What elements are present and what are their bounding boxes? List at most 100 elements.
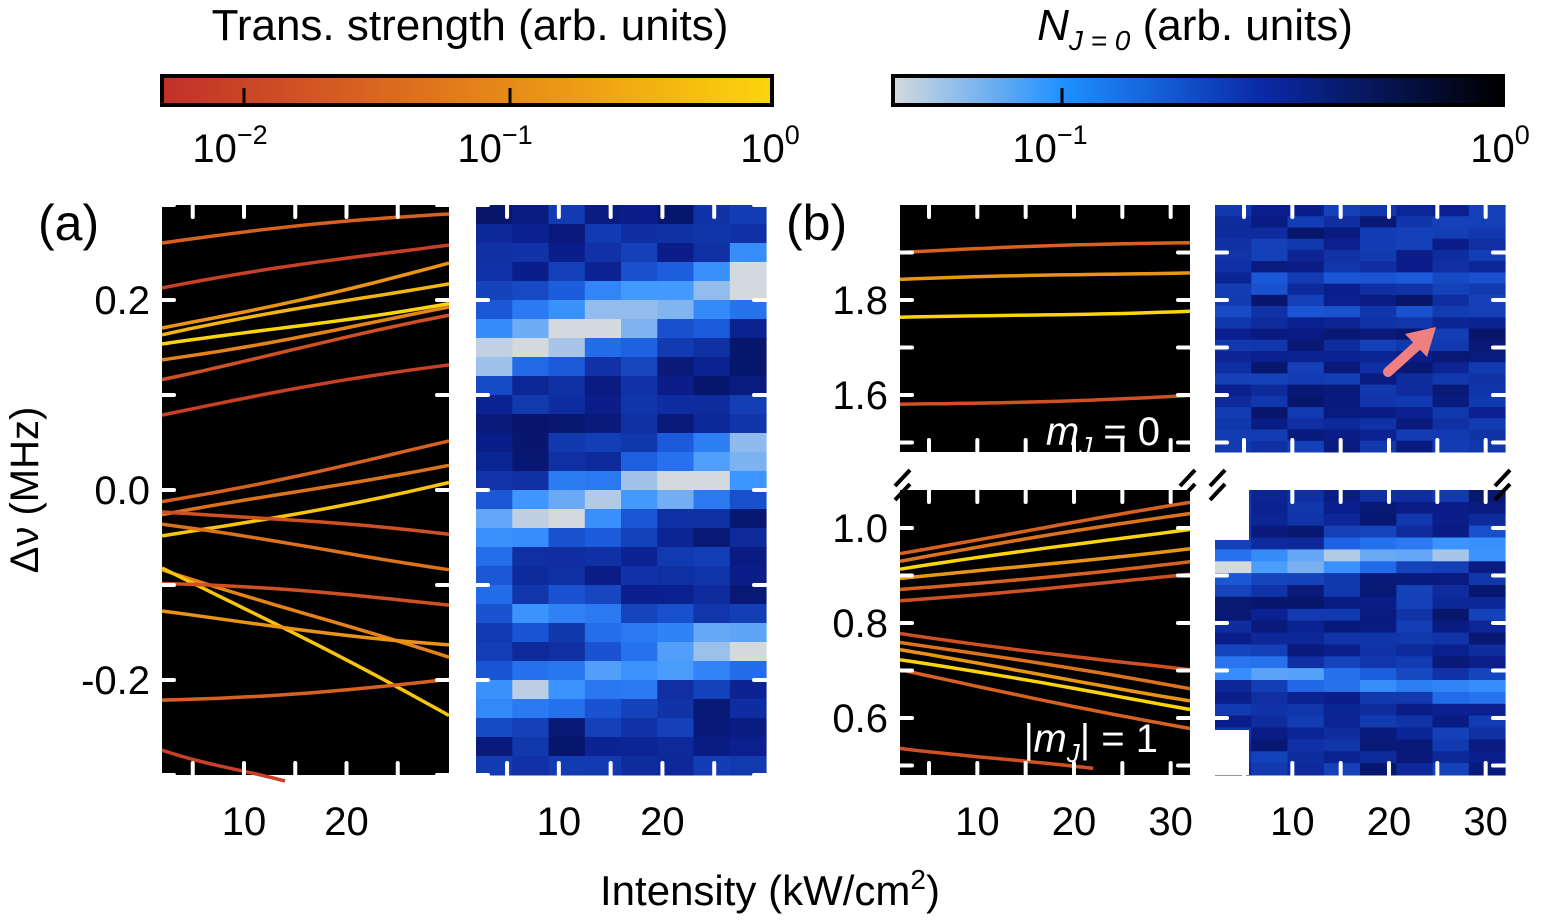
heatmap-b-lower-cell [1432, 585, 1470, 598]
heatmap-a-cell [584, 224, 622, 244]
heatmap-a-cell [476, 319, 513, 339]
panel-label-b: (b) [786, 195, 847, 251]
heatmap-b-upper-cell [1287, 216, 1325, 228]
heatmap-b-upper-cell [1287, 294, 1325, 307]
heatmap-b-lower-cell [1251, 620, 1289, 633]
heatmap-a-cell [729, 509, 767, 529]
heatmap-b-lower-cell [1287, 632, 1325, 645]
heatmap-a-cells [476, 205, 767, 776]
panel-b-lower-line-10 [899, 631, 1191, 672]
heatmap-b-lower-cell [1323, 751, 1361, 764]
heatmap-a-cell [584, 452, 622, 472]
heatmap-b-upper-cell [1396, 362, 1434, 374]
heatmap-b-upper-cell [1468, 407, 1506, 419]
heatmap-b-lower-cell [1251, 501, 1289, 515]
heatmap-b-upper-cell [1396, 429, 1434, 442]
heatmap-b-lower-cell [1360, 620, 1397, 633]
heatmap-a-cell [693, 661, 731, 681]
heatmap-b-lower-cell [1287, 490, 1325, 503]
heatmap-b-lower-cell [1215, 596, 1252, 610]
heatmap-b-lower-cell [1432, 561, 1470, 574]
heatmap-a-cell [476, 205, 513, 225]
heatmap-a-cell [729, 243, 767, 263]
heatmap-b-upper-cell [1360, 362, 1397, 374]
heatmap-a-cell [584, 642, 622, 662]
heatmap-a-cell [657, 281, 695, 301]
heatmap-a-cell [584, 205, 622, 225]
heatmap-a-cell [729, 604, 767, 624]
heatmap-a-cell [693, 224, 731, 244]
heatmap-b-lower-cell [1360, 751, 1397, 764]
heatmap-b-upper-cell [1287, 362, 1325, 374]
panel-b-lower-line-8 [899, 647, 1191, 703]
heatmap-b-upper-cell [1432, 407, 1470, 419]
panel-b-lower-line-5 [899, 500, 1191, 556]
heatmap-b-lower-cell [1432, 513, 1470, 527]
lines-b-upper [899, 240, 1191, 406]
heatmap-b-upper-cell [1360, 395, 1397, 408]
heatmap-a-cell [548, 566, 586, 586]
heatmap-b-lower-cell [1468, 513, 1506, 527]
heatmap-b-upper-cell [1396, 294, 1434, 307]
frame-ticks [160, 203, 1507, 777]
heatmap-b-upper-cell [1432, 339, 1470, 352]
heatmap-a-cell [729, 452, 767, 472]
heatmap-b-upper-cell [1251, 395, 1289, 408]
heatmap-b-upper-cell [1468, 283, 1506, 296]
heatmap-b-upper-cell [1287, 429, 1325, 442]
heatmap-b-upper-cell [1360, 373, 1397, 386]
heatmap-b-upper-cell [1215, 227, 1252, 240]
heatmap-b-upper-cell [1323, 373, 1361, 386]
heatmap-b-lower-cell [1323, 608, 1361, 622]
heatmap-b-lower-cell [1396, 739, 1434, 752]
heatmap-b-lower-cell [1432, 703, 1470, 717]
heatmap-b-upper-cell [1396, 216, 1434, 228]
heatmap-b-upper-cell [1215, 351, 1252, 363]
heatmap-b-lower-cell [1432, 501, 1470, 515]
heatmap-b-upper-cell [1287, 395, 1325, 408]
heatmap-b-upper-cell [1215, 373, 1252, 386]
heatmap-b-lower-cell [1432, 632, 1470, 645]
heatmap-b-lower-cell [1396, 727, 1434, 740]
heatmap-a-cell [693, 623, 731, 643]
heatmap-b-upper-cell [1432, 362, 1470, 374]
heatmap-b-upper-cell [1432, 227, 1470, 240]
heatmap-b-upper-cell [1215, 362, 1252, 374]
heatmap-a-cell [548, 547, 586, 567]
heatmap-a-cell [657, 699, 695, 719]
heatmap-b-lower-cells [1215, 490, 1506, 776]
ytick-b-upper-1: 1.6 [832, 374, 888, 418]
heatmap-a-cell [729, 262, 767, 282]
heatmap-b-lower-cell [1360, 739, 1397, 752]
heatmap-b-lower-cell [1396, 644, 1434, 657]
heatmap-a-cell [729, 300, 767, 320]
heatmap-b-lower-cell [1432, 596, 1470, 610]
panel-a-line-18 [161, 510, 450, 537]
heatmap-b-lower-cell [1360, 585, 1397, 598]
heatmap-a-cell [512, 395, 550, 415]
note-mj-0: mJ = 0 [1046, 410, 1160, 461]
heatmap-b-upper-cell [1360, 351, 1397, 363]
panel-b-lower-line-11 [899, 746, 1094, 771]
heatmap-b-lower-cell [1251, 537, 1289, 550]
heatmap-a-cell [512, 756, 550, 776]
panel-a-line-12 [161, 566, 450, 718]
ytick-b-lower-2: 0.6 [832, 697, 888, 741]
heatmap-a-cell [512, 414, 550, 434]
heatmap-b-lower-cell [1432, 727, 1470, 740]
heatmap-a-cell [657, 338, 695, 358]
heatmap-b-lower-cell [1468, 644, 1506, 657]
heatmap-b-lower-cell [1432, 656, 1470, 669]
heatmap-b-lower-cell [1215, 608, 1252, 622]
heatmap-a-cell [657, 718, 695, 738]
heatmap-b-lower-cell [1360, 656, 1397, 669]
heatmap-a-cell [693, 604, 731, 624]
heatmap-b-upper-cell [1396, 205, 1434, 217]
heatmap-a-cell [548, 243, 586, 263]
heatmap-b-upper-cell [1432, 294, 1470, 307]
heatmap-a-cell [548, 528, 586, 548]
heatmap-a-cell [548, 281, 586, 301]
heatmap-b-lower-cell [1432, 739, 1470, 752]
heatmap-a-cell [657, 490, 695, 510]
heatmap-a-cell [548, 224, 586, 244]
